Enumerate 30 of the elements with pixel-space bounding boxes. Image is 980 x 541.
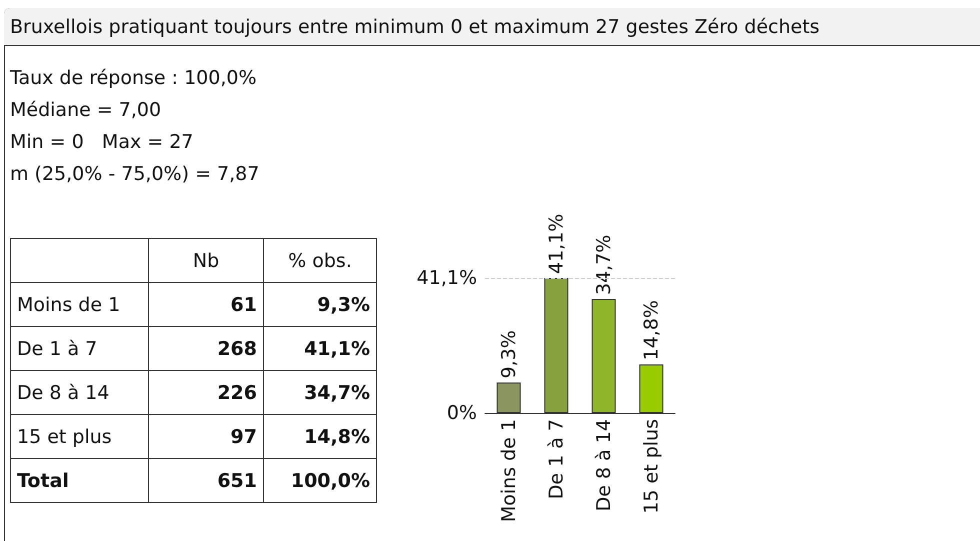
- category-label: De 1 à 7: [10, 326, 148, 370]
- data-label: 97: [148, 414, 264, 458]
- x-tick-label: De 1 à 7: [545, 419, 568, 500]
- x-tick-label: De 8 à 14: [592, 419, 615, 512]
- data-label: 34,7%: [592, 234, 615, 296]
- data-label: 14,8%: [264, 414, 376, 458]
- data-label: 226: [148, 370, 264, 414]
- data-label: 100,0%: [264, 458, 376, 502]
- category-label: Total: [10, 458, 148, 502]
- data-label: 14,8%: [640, 300, 662, 360]
- x-tick-label: 15 et plus: [640, 419, 662, 514]
- data-label: 41,1%: [545, 214, 568, 274]
- text: Bruxellois pratiquant toujours entre minimum 0 et maximum 27 gestes Zéro déchets: [4, 8, 980, 46]
- text: Médiane = 7,00: [10, 98, 162, 123]
- y-tick-label: 0%: [446, 402, 477, 424]
- text: m (25,0% - 75,0%) = 7,87: [10, 162, 260, 187]
- text: % obs.: [264, 238, 376, 282]
- data-label: 651: [148, 458, 264, 502]
- text: Min = 0 Max = 27: [10, 130, 194, 155]
- data-label: 34,7%: [264, 370, 376, 414]
- x-tick-label: Moins de 1: [498, 419, 520, 522]
- category-label: Moins de 1: [10, 282, 148, 326]
- text: Taux de réponse : 100,0%: [10, 66, 258, 91]
- data-label: 9,3%: [498, 330, 520, 378]
- data-label: 41,1%: [264, 326, 376, 370]
- data-label: 61: [148, 282, 264, 326]
- data-label: 268: [148, 326, 264, 370]
- text: Nb: [148, 238, 264, 282]
- data-label: 9,3%: [264, 282, 376, 326]
- category-label: De 8 à 14: [10, 370, 148, 414]
